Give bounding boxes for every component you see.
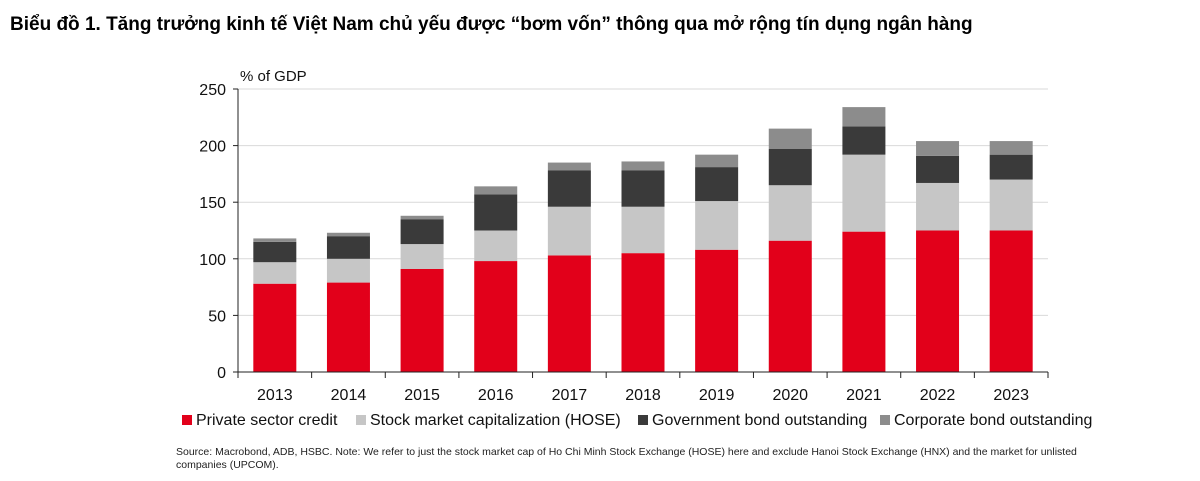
legend-label: Private sector credit [196,412,338,429]
bar-segment [989,154,1033,180]
bar-segment [621,170,665,207]
bar-segment [621,253,665,372]
bar-segment [768,128,812,149]
y-tick-label: 250 [199,82,226,99]
bar-segment [842,126,886,155]
bar-segment [547,162,591,171]
x-tick-label: 2014 [331,387,367,404]
bar-segment [621,206,665,254]
x-axis: 2013 2014 2015 2016 2017 2018 2019 2020 2021 2022… [237,371,1049,404]
bar-segment [768,185,812,241]
x-tick-label: 2023 [993,387,1029,404]
x-tick-label: 2019 [699,387,735,404]
legend: Private sector credit Stock market capita… [182,412,1092,429]
bar-segment [695,154,739,168]
bar-segment [474,186,518,195]
bar-segment [474,194,518,231]
y-tick-label: 50 [208,308,226,325]
y-tick-label: 200 [199,139,226,156]
bar-segment [400,244,444,269]
legend-swatch [356,415,366,425]
bar-segment [768,148,812,186]
x-tick-label: 2016 [478,387,514,404]
y-tick-label: 0 [217,365,226,382]
x-tick-label: 2013 [257,387,293,404]
legend-label: Government bond outstanding [652,412,867,429]
x-tick-label: 2021 [846,387,882,404]
bar-segment [621,161,665,171]
x-tick-label: 2022 [920,387,956,404]
x-tick-label: 2017 [552,387,588,404]
bar-segment [547,170,591,207]
y-tick-label: 150 [199,195,226,212]
x-tick-label: 2015 [404,387,440,404]
bar-segment [989,141,1033,155]
bar-segment [474,261,518,372]
bar-segment [400,268,444,372]
bar-segment [326,236,370,259]
chart-title: Biểu đồ 1. Tăng trưởng kinh tế Việt Nam … [10,14,973,35]
bar-segment [253,283,297,372]
legend-swatch [638,415,648,425]
bar-segment [474,230,518,262]
y-axis: 0 50 100 150 200 250 [199,82,239,382]
legend-label: Stock market capitalization (HOSE) [370,412,621,429]
bars [253,107,1033,372]
bar-segment [916,230,960,372]
bar-segment [695,249,739,372]
bar-segment [253,241,297,263]
bar-segment [326,258,370,283]
bar-segment [916,155,960,183]
legend-swatch [182,415,192,425]
bar-segment [916,182,960,231]
bar-segment [547,206,591,256]
bar-segment [916,141,960,156]
y-axis-unit-label: % of GDP [240,68,307,85]
y-tick-label: 100 [199,252,226,269]
x-tick-label: 2020 [772,387,808,404]
bar-segment [695,201,739,250]
bar-segment [842,231,886,372]
bar-segment [326,282,370,372]
bar-segment [400,219,444,245]
source-note: Source: Macrobond, ADB, HSBC. Note: We r… [176,446,1077,471]
bar-segment [989,179,1033,231]
bar-segment [253,238,297,242]
legend-swatch [880,415,890,425]
bar-segment [842,107,886,127]
bar-segment [326,232,370,237]
bar-segment [400,215,444,220]
bar-segment [842,154,886,232]
x-tick-label: 2018 [625,387,661,404]
legend-label: Corporate bond outstanding [894,412,1092,429]
bar-segment [768,240,812,372]
bar-segment [695,167,739,202]
bar-segment [547,255,591,372]
bar-segment [253,262,297,284]
bar-segment [989,230,1033,372]
